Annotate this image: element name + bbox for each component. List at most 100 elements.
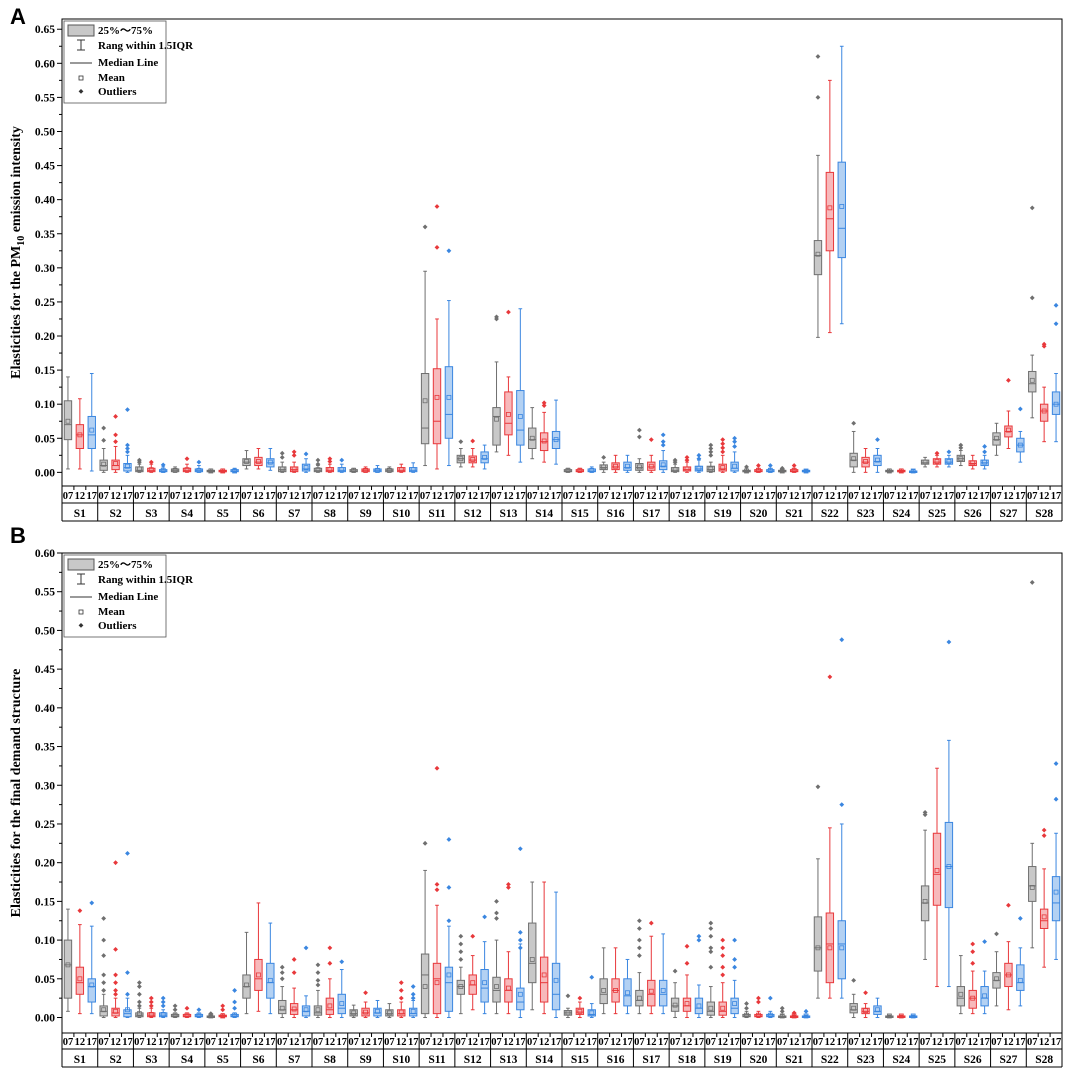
outlier-point: [148, 995, 154, 1001]
box-iqr: [432, 368, 442, 445]
mean-marker: [339, 1001, 345, 1006]
outlier-point: [708, 964, 714, 970]
mean-marker: [446, 394, 452, 400]
outlier-point: [779, 1005, 785, 1011]
box-iqr: [992, 432, 1001, 446]
year-label: 12: [575, 491, 586, 502]
outlier-point: [1017, 406, 1023, 412]
sector-label: S10: [392, 508, 410, 520]
mean-marker: [315, 467, 321, 473]
legend-label: Outliers: [98, 86, 137, 98]
box-S23-07: [849, 977, 858, 1019]
year-label: 17: [622, 491, 633, 502]
outlier-point: [767, 995, 773, 1001]
box-S14-12: [539, 400, 549, 463]
outlier-point: [446, 248, 452, 254]
box-S22-17: [837, 637, 846, 999]
year-label: 07: [991, 491, 1002, 502]
outlier-point: [125, 991, 130, 997]
outlier-point: [148, 459, 154, 465]
outlier-point: [744, 1005, 749, 1011]
year-label: 07: [956, 1037, 967, 1048]
year-label: 17: [122, 491, 133, 502]
mean-marker: [386, 467, 392, 473]
box-iqr: [420, 953, 430, 1015]
sector-label: S15: [571, 508, 589, 520]
box-iqr: [659, 979, 668, 1007]
legend-label: 25%～75%: [98, 25, 153, 37]
mean-marker: [660, 462, 666, 468]
box-iqr: [492, 407, 501, 446]
box-S15-12: [575, 467, 585, 473]
outlier-point: [672, 459, 678, 465]
legend-label: Mean: [98, 606, 125, 618]
outlier-point: [648, 920, 654, 926]
mean-marker: [101, 1007, 107, 1013]
box-S2-07: [99, 916, 108, 1019]
year-label: 12: [967, 491, 978, 502]
outlier-point: [398, 988, 404, 993]
box-iqr: [373, 1007, 382, 1017]
year-label: 12: [503, 1037, 514, 1048]
outlier-point: [696, 452, 702, 458]
outlier-point: [589, 974, 595, 980]
box-S16-12: [611, 454, 620, 473]
box-iqr: [1028, 370, 1037, 393]
box-S8-17: [337, 959, 346, 1019]
year-label: 17: [979, 1037, 990, 1048]
box-S6-17: [266, 448, 275, 471]
outlier-point: [815, 54, 821, 59]
mean-marker: [291, 1006, 297, 1012]
year-label: 12: [325, 491, 336, 502]
outlier-point: [291, 957, 297, 962]
box-iqr: [873, 454, 882, 467]
year-label: 12: [289, 491, 300, 502]
box-iqr: [409, 1007, 418, 1017]
box-S9-12: [361, 466, 370, 473]
year-label: 07: [170, 491, 181, 502]
outlier-point: [696, 933, 702, 939]
outlier-point: [410, 984, 416, 989]
sector-label: S14: [535, 508, 553, 520]
year-label: 12: [932, 491, 943, 502]
outlier-point: [101, 972, 107, 978]
year-label: 07: [563, 1037, 574, 1048]
mean-marker: [898, 1013, 904, 1019]
box-iqr: [659, 460, 668, 471]
box-iqr: [647, 461, 656, 471]
mean-marker: [994, 976, 999, 982]
box-S23-12: [861, 448, 870, 473]
outlier-point: [922, 812, 928, 818]
outlier-point: [517, 937, 523, 943]
year-label: 17: [837, 491, 848, 502]
year-label: 17: [194, 1037, 205, 1048]
year-label: 12: [646, 491, 657, 502]
outlier-point: [160, 1003, 166, 1009]
year-label: 07: [456, 491, 467, 502]
box-iqr: [980, 986, 989, 1007]
box-S25-12: [932, 767, 942, 988]
mean-marker: [779, 1013, 785, 1019]
sector-label: S23: [857, 508, 875, 520]
box-S22-12: [825, 79, 835, 334]
sector-label: S11: [428, 508, 446, 520]
mean-marker: [696, 1003, 702, 1009]
sector-label: S23: [857, 1054, 875, 1066]
y-tick-label: 0.30: [35, 780, 55, 792]
box-S10-07: [385, 466, 394, 473]
year-label: 17: [158, 1037, 169, 1048]
mean-marker: [934, 459, 940, 464]
box-iqr: [635, 989, 644, 1007]
outlier-point: [136, 999, 142, 1005]
outlier-point: [398, 980, 404, 986]
sector-label: S16: [607, 508, 625, 520]
year-label: 12: [217, 1037, 228, 1048]
y-tick-label: 0.20: [35, 331, 55, 343]
plot-frame: [61, 18, 1063, 487]
outlier-point: [113, 860, 118, 866]
outlier-point: [1053, 796, 1059, 802]
box-iqr: [718, 1001, 727, 1016]
mean-marker: [136, 1011, 142, 1017]
box-iqr: [730, 461, 739, 472]
box-S7-07: [278, 450, 287, 473]
